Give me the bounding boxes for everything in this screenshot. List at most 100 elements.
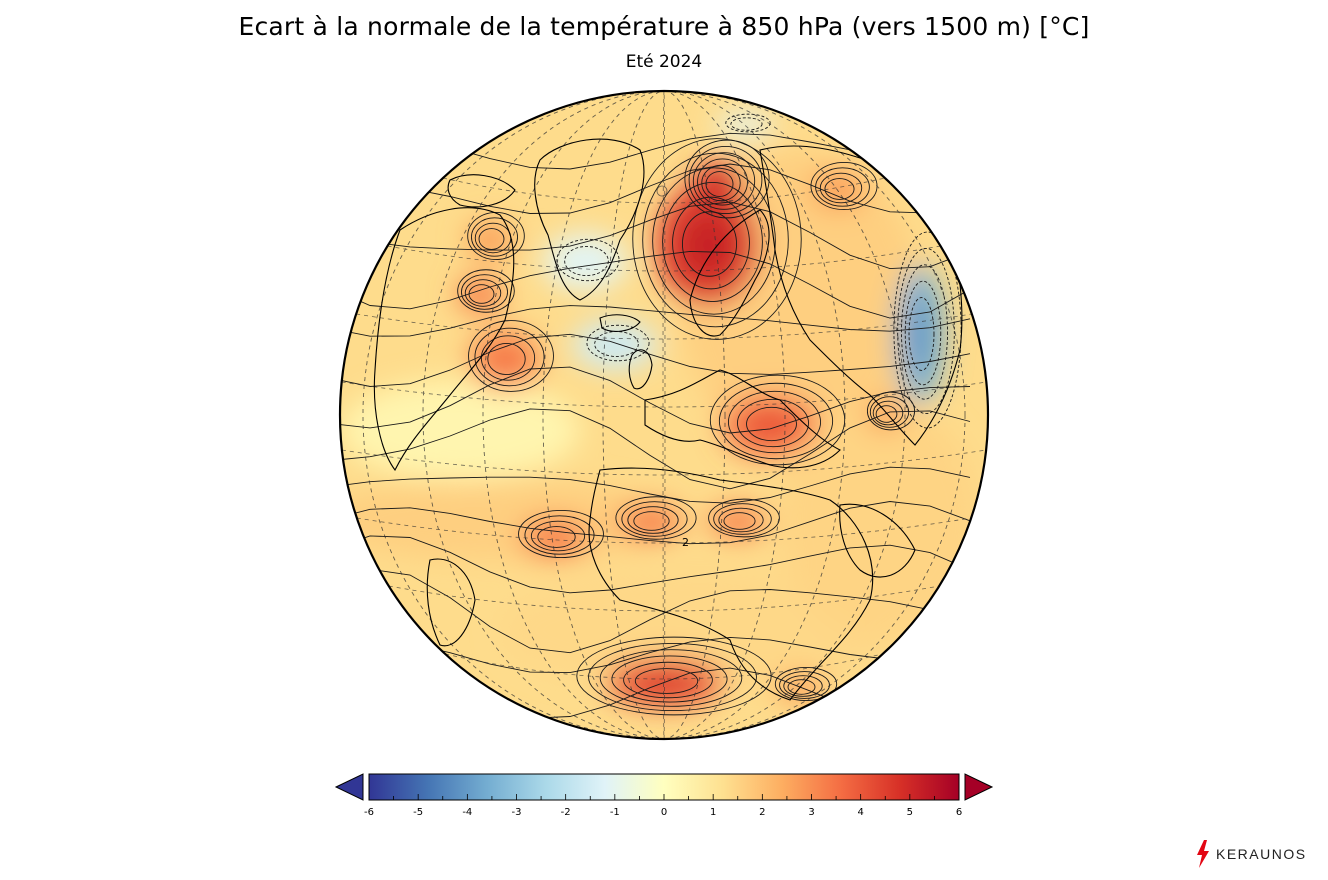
coastline <box>373 207 515 472</box>
coastline <box>534 138 645 301</box>
colorbar-tick-label: -4 <box>462 807 472 818</box>
contour-line <box>682 211 737 277</box>
keraunos-logo: KERAUNOS <box>1194 840 1307 868</box>
colorbar-gradient <box>368 773 960 801</box>
contour-line <box>340 501 971 545</box>
contour-line <box>672 196 750 290</box>
map-title: Ecart à la normale de la température à 8… <box>238 12 1090 41</box>
contour-line <box>627 506 679 534</box>
colorbar-tick-label: -5 <box>413 807 423 818</box>
contour-line <box>340 201 971 270</box>
anomaly-region-core <box>591 331 639 359</box>
contour-line <box>468 320 554 392</box>
logo-text: KERAUNOS <box>1216 846 1307 862</box>
contour-line <box>737 398 809 448</box>
contour-line <box>340 333 971 387</box>
contour-line <box>471 217 518 257</box>
anomaly-region-core <box>721 513 755 531</box>
contour-line <box>480 335 536 381</box>
contour-line <box>599 649 743 707</box>
anomaly-region-core <box>679 210 737 280</box>
contour-line <box>340 366 971 434</box>
colorbar-tick-label: 1 <box>710 807 716 818</box>
contour-line <box>718 382 834 460</box>
lightning-bolt-icon <box>1197 840 1209 868</box>
anomaly-region-core <box>476 229 504 251</box>
globe-outline <box>338 89 990 741</box>
contour-line <box>893 231 962 429</box>
contour-line <box>340 466 971 504</box>
anomaly-region-core <box>485 343 525 377</box>
anomaly-region-core <box>561 246 609 278</box>
meridian-line <box>482 91 846 739</box>
contour-line <box>725 113 771 133</box>
anomaly-region-core <box>631 512 669 532</box>
contour-line <box>705 171 734 197</box>
north-pole-marker <box>656 185 668 197</box>
anomaly-background-band <box>340 380 580 480</box>
colorbar-tick-label: 5 <box>907 807 913 818</box>
contour-line <box>708 498 780 538</box>
colorbar-tick-label: 6 <box>956 807 962 818</box>
contour-line <box>692 152 756 210</box>
contour-line <box>632 138 802 340</box>
contour-line <box>623 661 713 699</box>
contour-line <box>727 390 822 454</box>
coastline <box>599 314 641 332</box>
contour-line <box>746 406 797 442</box>
colorbar-tick-label: 2 <box>759 807 765 818</box>
contour-label: 2 <box>682 536 689 549</box>
contour-line <box>787 679 816 695</box>
meridian-line <box>542 91 786 739</box>
contour-line <box>713 503 772 535</box>
contour-line <box>340 535 971 594</box>
contour-line <box>340 250 971 319</box>
contour-line <box>530 520 586 552</box>
contour-line <box>474 327 545 387</box>
anomaly-region-core <box>874 406 896 424</box>
coastline <box>839 503 916 578</box>
coastline <box>644 369 841 469</box>
anomaly-region-core <box>703 171 733 199</box>
contour-line <box>652 167 776 315</box>
contour-line <box>340 305 971 337</box>
contour-line <box>621 501 688 537</box>
contour-line <box>340 568 971 654</box>
colorbar-tick-label: -1 <box>610 807 620 818</box>
coastline <box>426 558 476 647</box>
parallel-line <box>356 313 972 340</box>
parallel-line <box>356 517 972 544</box>
parallel-line <box>341 449 987 476</box>
contour-line <box>467 211 525 261</box>
meridian-line <box>602 91 726 739</box>
contour-line <box>487 342 526 376</box>
coastline <box>588 467 874 701</box>
contour-line <box>633 511 670 531</box>
contour-line <box>615 496 697 540</box>
contour-line <box>461 274 508 310</box>
contour-line <box>779 671 830 699</box>
contour-line <box>478 228 505 250</box>
meridian-line <box>362 91 966 739</box>
contour-line <box>723 512 756 530</box>
anomaly-region-core <box>466 285 494 305</box>
anomaly-region-core <box>728 118 762 132</box>
contour-line <box>872 400 904 426</box>
anomaly-region-core <box>822 179 854 201</box>
colorbar-extend-low <box>334 773 364 801</box>
contour-line <box>688 145 763 215</box>
contour-line <box>564 245 609 277</box>
colorbar-tick-label: 3 <box>808 807 814 818</box>
contour-line <box>901 264 948 400</box>
coastline <box>447 174 516 208</box>
contour-line <box>642 152 789 328</box>
coastline <box>689 209 770 337</box>
anomaly-background-band <box>780 400 980 640</box>
contour-line <box>897 247 955 415</box>
contour-line <box>709 374 846 466</box>
colorbar-tick-label: -2 <box>561 807 571 818</box>
contour-line <box>586 324 650 362</box>
contour-line <box>904 280 942 386</box>
map-subtitle: Eté 2024 <box>625 52 703 72</box>
contour-line <box>464 279 502 307</box>
